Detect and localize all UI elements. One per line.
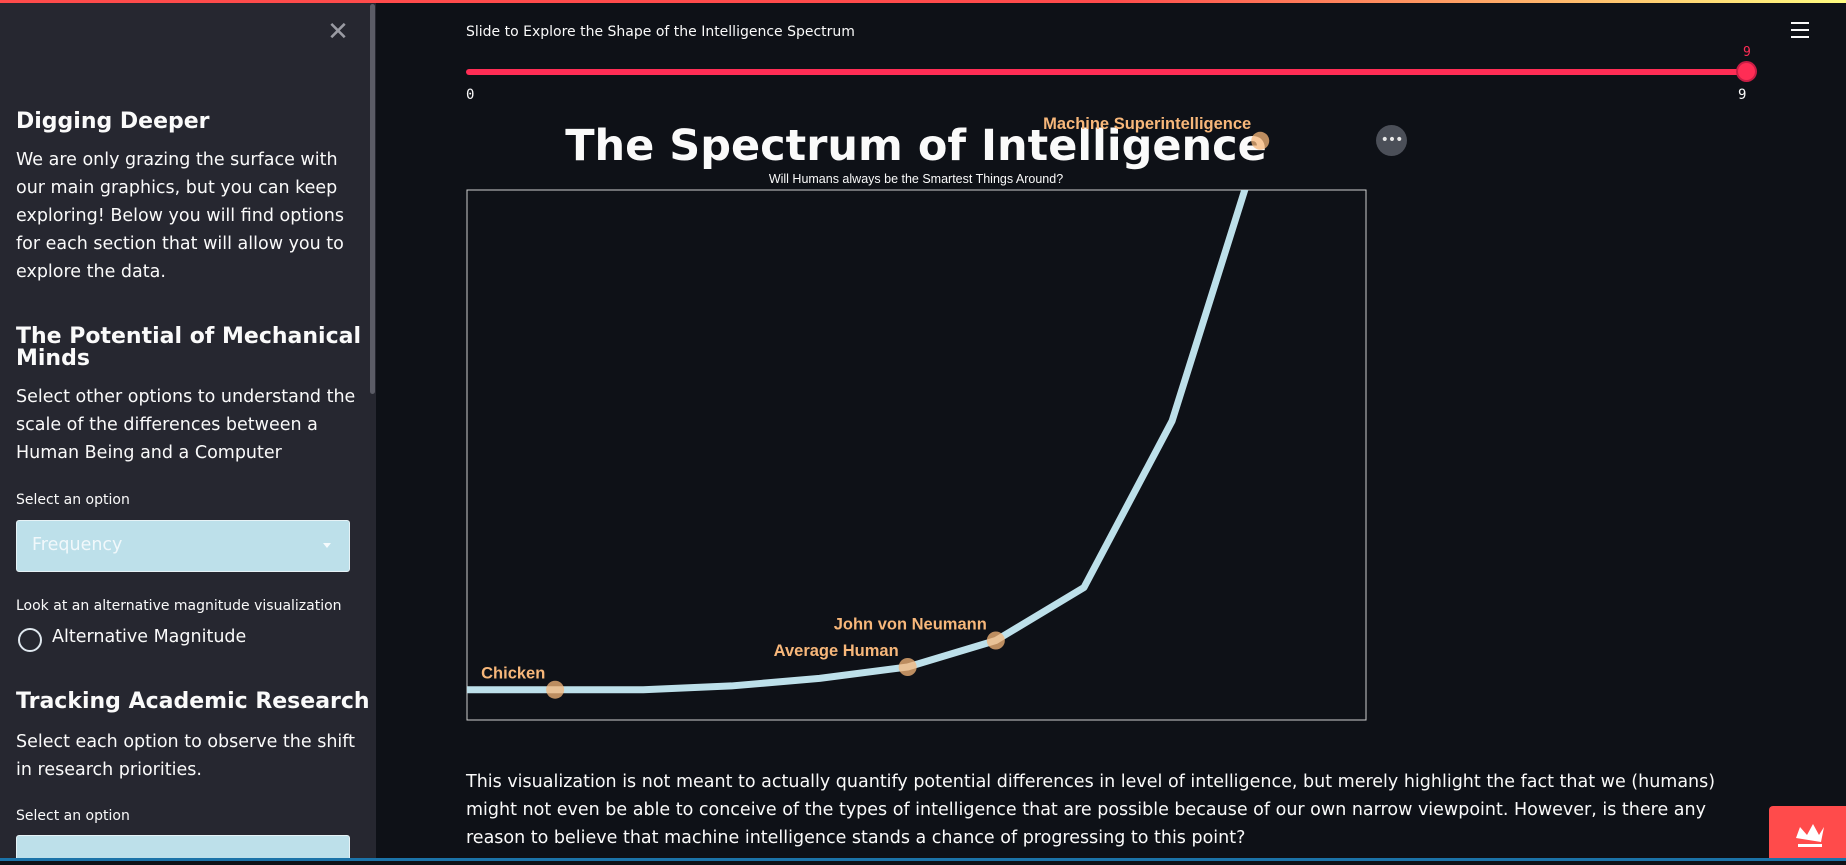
close-sidebar-icon[interactable]: ✕ <box>327 17 349 47</box>
academic-research-heading: Tracking Academic Research <box>16 689 370 714</box>
slider-min-label: 0 <box>466 87 475 103</box>
data-point-machine-superintelligence <box>1251 131 1270 150</box>
slider-title: Slide to Explore the Shape of the Intell… <box>466 24 855 40</box>
slider-thumb[interactable] <box>1738 63 1755 80</box>
plot-frame <box>466 189 1367 721</box>
chart-subtitle: Will Humans always be the Smartest Thing… <box>769 172 1063 186</box>
slider-track[interactable] <box>466 69 1746 75</box>
mechanical-minds-heading-line2: Minds <box>16 346 90 371</box>
data-label-machine-superintelligence: Machine Superintelligence <box>1043 115 1251 133</box>
mechanical-minds-heading: The Potential of Mechanical Minds <box>16 326 361 370</box>
data-label-chicken: Chicken <box>481 665 545 683</box>
sidebar: ✕ Digging Deeper We are only grazing the… <box>0 0 376 861</box>
academic-research-text: Select each option to observe the shift … <box>16 732 355 780</box>
select-value: Frequency <box>32 535 123 555</box>
mechanical-minds-heading-line1: The Potential of Mechanical <box>16 324 362 349</box>
data-label-john-von-neumann: John von Neumann <box>834 616 987 634</box>
plot-layer: Chicken Average Human John von Neumann Mach… <box>467 115 1270 699</box>
top-accent-bar <box>0 0 1846 3</box>
mechanical-minds-select[interactable]: Frequency <box>16 520 350 572</box>
data-point-john-von-neumann <box>986 631 1005 650</box>
mechanical-minds-text: Select other options to understand the s… <box>16 387 356 463</box>
digging-deeper-heading: Digging Deeper <box>16 109 210 134</box>
alt-magnitude-label: Look at an alternative magnitude visuali… <box>16 598 342 614</box>
explanation-paragraph: This visualization is not meant to actua… <box>466 772 1716 848</box>
slider-max-label: 9 <box>1738 87 1747 103</box>
digging-deeper-text: We are only grazing the surface with our… <box>16 150 344 282</box>
academic-research-select[interactable] <box>16 835 350 861</box>
slider-value: 9 <box>1743 45 1751 60</box>
intelligence-spectrum-chart: The Spectrum of Intelligence Will Humans… <box>466 115 1367 721</box>
hamburger-icon[interactable] <box>1791 22 1809 38</box>
data-point-average-human <box>898 658 917 676</box>
series-line-0 <box>467 190 1249 694</box>
bottom-accent-bar <box>0 858 1846 861</box>
crown-icon[interactable] <box>1769 806 1846 861</box>
more-dots-icon[interactable]: ••• <box>1376 125 1407 156</box>
sidebar-scrollbar[interactable] <box>370 4 375 394</box>
data-label-average-human: Average Human <box>774 642 899 660</box>
data-point-chicken <box>546 680 565 699</box>
chevron-down-icon <box>323 543 331 548</box>
crown-icon-svg <box>1796 824 1824 847</box>
alt-magnitude-radio-label[interactable]: Alternative Magnitude <box>52 627 247 647</box>
select-option-label: Select an option <box>16 492 130 508</box>
select-option-label-2: Select an option <box>16 808 130 824</box>
radio-button[interactable] <box>18 628 42 652</box>
chart-title: The Spectrum of Intelligence <box>565 121 1267 171</box>
